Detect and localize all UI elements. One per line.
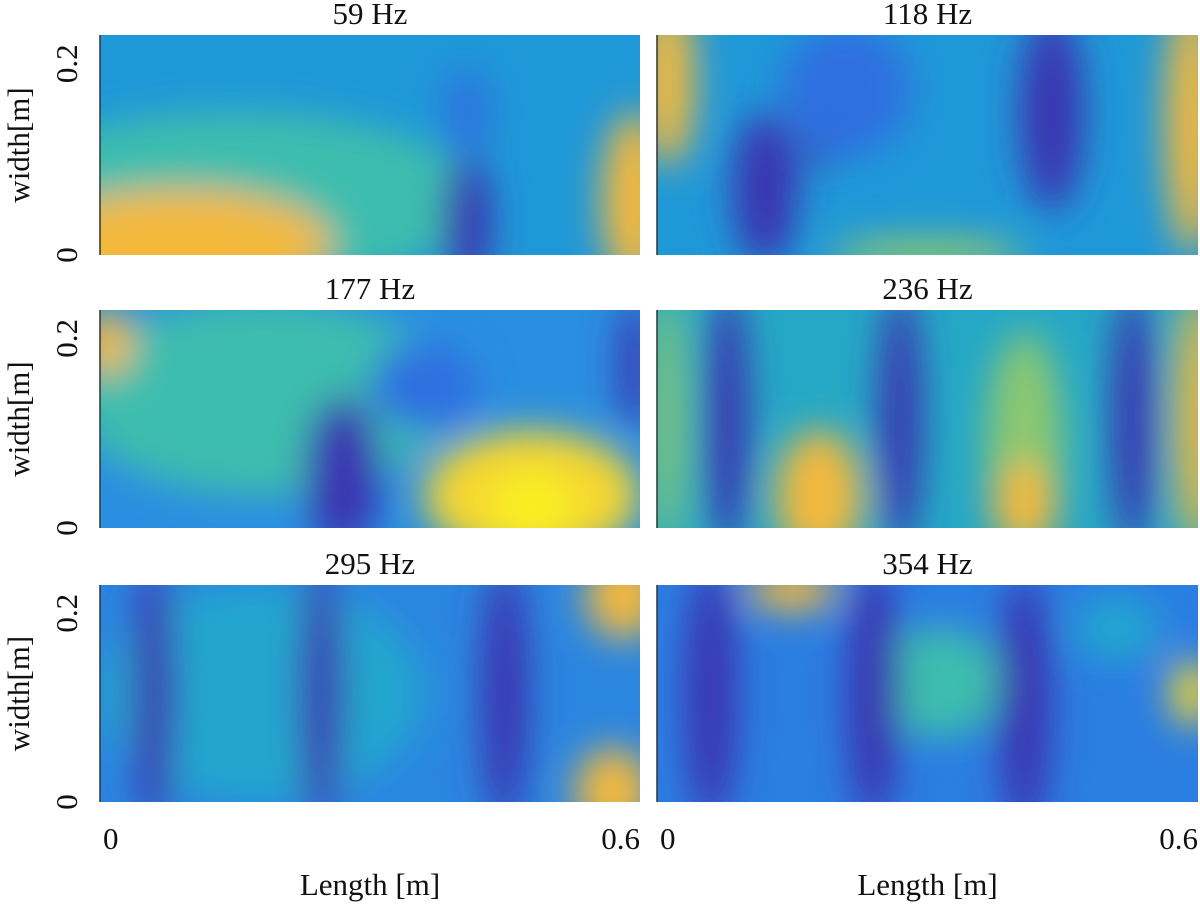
heatmap-blob bbox=[830, 237, 1025, 255]
x-tick-label: 0 bbox=[103, 821, 119, 856]
heatmap-blob bbox=[781, 35, 912, 156]
heatmap-blob bbox=[100, 310, 133, 376]
panel: 118 Hz bbox=[656, 0, 1198, 255]
y-axis-label: width[m] bbox=[1, 87, 36, 202]
heatmap bbox=[657, 585, 1198, 802]
panel: 354 Hz 0 0.6 Length [m] bbox=[656, 546, 1198, 902]
heatmap-blob bbox=[1176, 310, 1198, 528]
x-tick-label: 0 bbox=[660, 821, 676, 856]
panel: 59 Hz 0 0.2 width[m] bbox=[1, 0, 640, 263]
heatmap-blob bbox=[370, 342, 478, 430]
x-axis-label: Length [m] bbox=[857, 867, 997, 902]
panel-title: 118 Hz bbox=[883, 0, 972, 31]
heatmap-blob bbox=[1073, 595, 1161, 661]
heatmap-blob bbox=[705, 310, 749, 528]
heatmap-blob bbox=[100, 189, 333, 255]
heatmap-blob bbox=[299, 585, 343, 802]
heatmap-blob bbox=[657, 310, 685, 528]
heatmap-blob bbox=[445, 68, 489, 156]
heatmap-field bbox=[100, 68, 640, 255]
heatmap-blob bbox=[602, 112, 640, 255]
y-tick-label: 0.2 bbox=[49, 594, 84, 633]
panel: 177 Hz 0 0.2 width[m] bbox=[1, 271, 640, 536]
x-axis-label: Length [m] bbox=[300, 867, 440, 902]
heatmap-blob bbox=[1111, 310, 1155, 528]
heatmap-blob bbox=[586, 585, 640, 640]
heatmap-field bbox=[657, 35, 1198, 255]
heatmap-blob bbox=[442, 156, 492, 255]
heatmap-blob bbox=[305, 397, 381, 528]
x-tick-label: 0.6 bbox=[601, 821, 640, 856]
heatmap-blob bbox=[878, 310, 923, 528]
heatmap bbox=[100, 310, 640, 528]
panel-title: 177 Hz bbox=[325, 271, 415, 306]
heatmap-blob bbox=[488, 473, 576, 528]
heatmap-blob bbox=[1165, 35, 1198, 255]
heatmap-blob bbox=[684, 585, 739, 802]
y-axis-label: width[m] bbox=[1, 361, 36, 476]
heatmap-blob bbox=[992, 462, 1058, 528]
heatmap bbox=[100, 585, 640, 802]
heatmap-blob bbox=[618, 310, 640, 430]
panel-title: 59 Hz bbox=[333, 0, 408, 31]
y-tick-label: 0.2 bbox=[49, 319, 84, 358]
heatmap-blob bbox=[846, 585, 901, 802]
panel: 295 Hz 0 0.2 width[m] 0 0.6 Length [m] bbox=[1, 546, 640, 902]
heatmap bbox=[100, 35, 640, 255]
y-tick-label: 0.2 bbox=[49, 44, 84, 83]
panel-title: 236 Hz bbox=[882, 271, 972, 306]
heatmap bbox=[657, 310, 1198, 528]
heatmap-blob bbox=[132, 585, 176, 802]
heatmap-blob bbox=[1019, 35, 1085, 211]
panel: 236 Hz bbox=[656, 271, 1198, 528]
heatmap-blob bbox=[480, 585, 530, 802]
y-tick-label: 0 bbox=[49, 794, 84, 810]
panel-title: 295 Hz bbox=[325, 546, 415, 581]
heatmap-blob bbox=[100, 585, 424, 802]
heatmap-blob bbox=[1170, 660, 1198, 727]
heatmap-blob bbox=[776, 429, 863, 528]
heatmap-field bbox=[684, 585, 1198, 802]
y-tick-label: 0 bbox=[49, 247, 84, 263]
y-axis-label: width[m] bbox=[1, 636, 36, 751]
heatmap-field bbox=[100, 310, 640, 528]
heatmap-field bbox=[657, 310, 1198, 528]
heatmap bbox=[657, 35, 1198, 255]
heatmap-blob bbox=[748, 585, 836, 612]
heatmap-blob bbox=[575, 747, 640, 802]
heatmap-blob bbox=[997, 585, 1052, 802]
panel-title: 354 Hz bbox=[882, 546, 972, 581]
heatmap-blob bbox=[732, 112, 798, 255]
heatmap-blob bbox=[657, 35, 695, 167]
heatmap-field bbox=[100, 585, 640, 802]
heatmap-blob bbox=[873, 628, 1004, 737]
x-tick-label: 0.6 bbox=[1159, 821, 1198, 856]
y-tick-label: 0 bbox=[49, 520, 84, 536]
